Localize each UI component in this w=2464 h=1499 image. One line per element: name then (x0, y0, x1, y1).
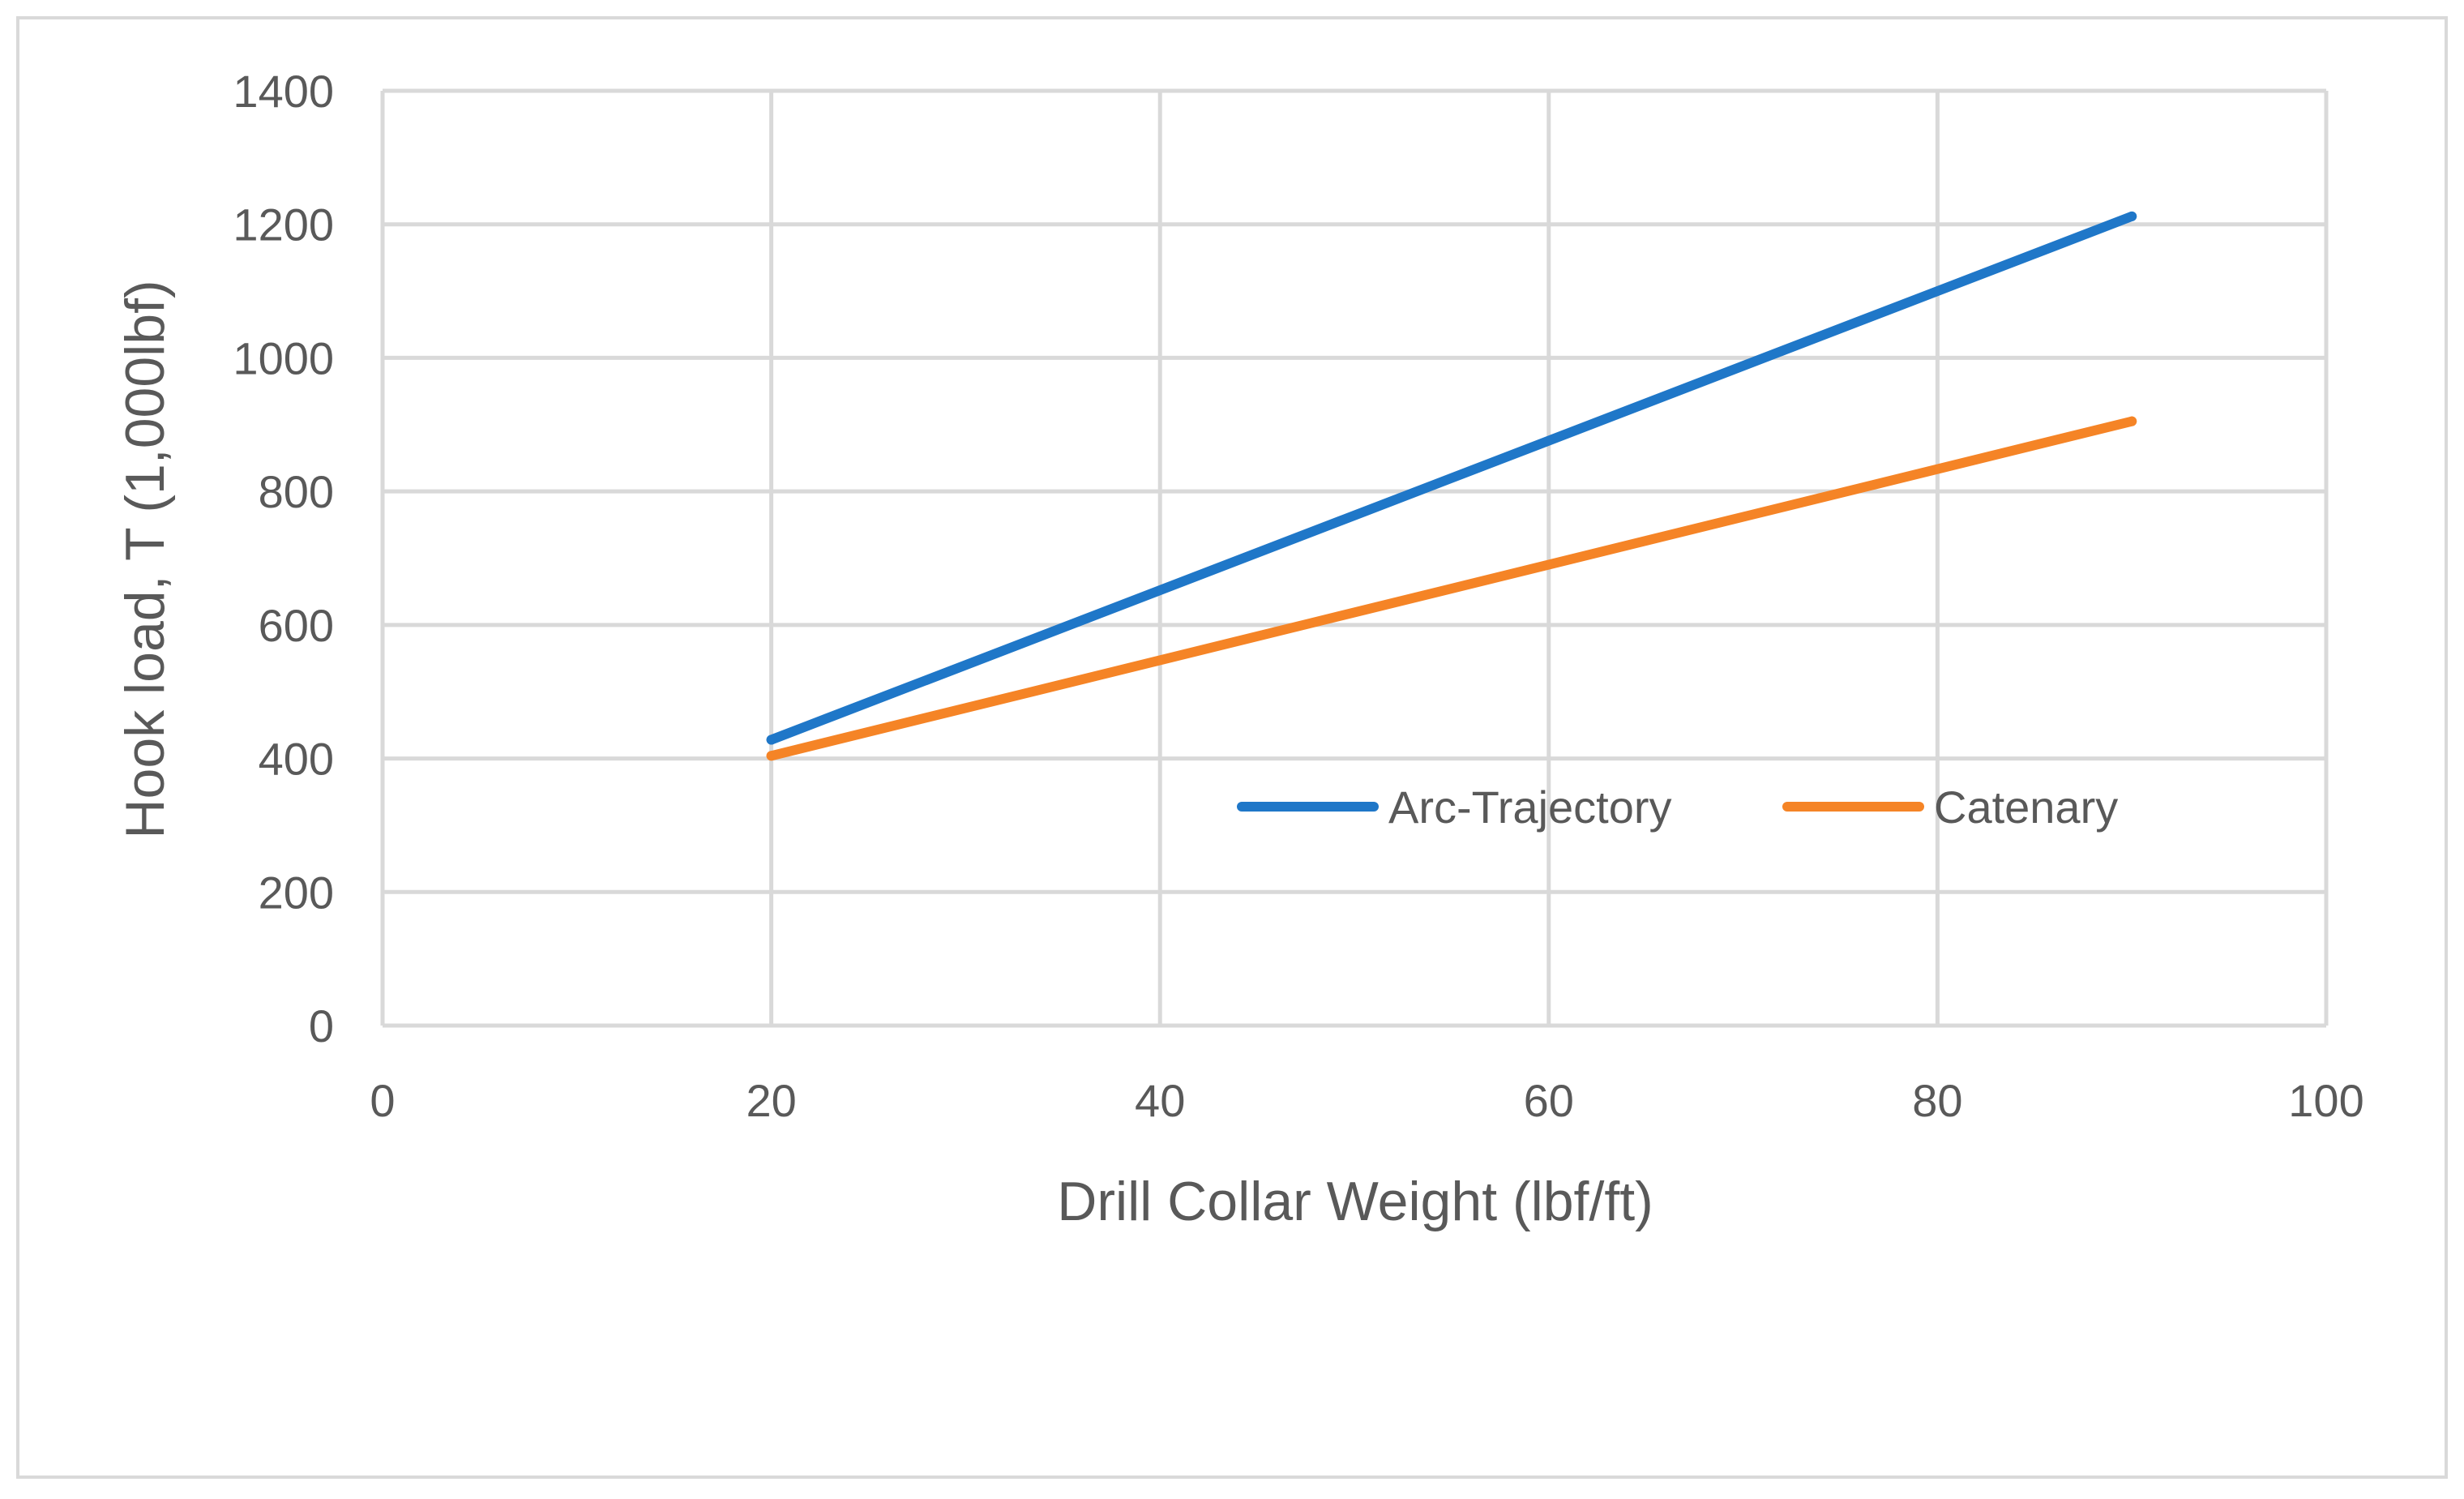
y-tick-label: 800 (259, 466, 334, 517)
y-tick-label: 1400 (233, 66, 334, 117)
series-line-arc-trajectory (766, 211, 2137, 745)
grid-layer (380, 88, 2329, 1026)
data-point (2127, 211, 2137, 221)
data-point (766, 735, 776, 745)
data-point (766, 751, 776, 761)
chart-border (16, 16, 2448, 1479)
legend-label: Arc-Trajectory (1388, 782, 1672, 833)
legend-label: Catenary (1934, 782, 2118, 833)
legend: Arc-Trajectory Catenary (1237, 782, 2118, 833)
x-tick-label: 100 (2288, 1075, 2363, 1126)
y-tick-label: 200 (259, 867, 334, 918)
x-tick-label: 0 (370, 1075, 395, 1126)
x-tick-label: 40 (1135, 1075, 1185, 1126)
y-tick-label: 600 (259, 600, 334, 651)
series-line-catenary (766, 416, 2137, 761)
y-axis-title: Hook load, T (1,000lbf) (114, 280, 176, 838)
y-tick-label: 1000 (233, 332, 334, 383)
tick-labels: 0 200 400 600 800 1000 1200 1400 0 20 40 60 80 100 (233, 66, 2363, 1126)
x-tick-label: 60 (1524, 1075, 1574, 1126)
x-tick-label: 80 (1912, 1075, 1962, 1126)
data-point (2127, 416, 2137, 426)
y-tick-label: 0 (309, 1000, 334, 1051)
y-tick-label: 1200 (233, 199, 334, 251)
y-tick-label: 400 (259, 734, 334, 785)
x-axis-title: Drill Collar Weight (lbf/ft) (1057, 1171, 1653, 1232)
series-layer (766, 211, 2137, 761)
x-tick-label: 20 (746, 1075, 796, 1126)
